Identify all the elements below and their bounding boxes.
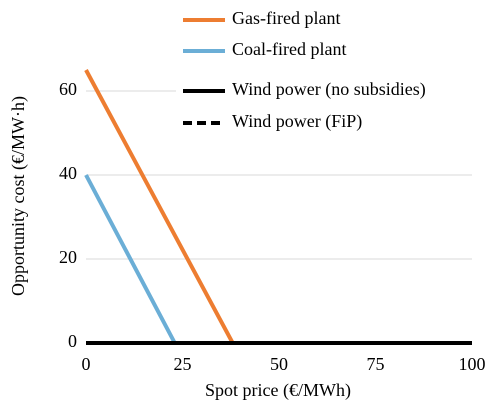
- legend-label: Gas-fired plant: [232, 8, 340, 28]
- legend: Gas-fired plant Coal-fired plant Wind powe…: [176, 4, 488, 140]
- legend-label: Wind power (FiP): [232, 111, 362, 132]
- y-axis-label: Opportunity cost (€/MW·h): [8, 96, 29, 296]
- y-tick-label: 60: [59, 79, 77, 99]
- x-tick-label: 25: [174, 354, 192, 374]
- x-tick-label: 100: [459, 354, 486, 374]
- y-tick-label: 0: [68, 331, 77, 351]
- y-tick-label: 40: [59, 163, 77, 183]
- y-tick-label: 20: [59, 247, 77, 267]
- x-tick-label: 0: [82, 354, 91, 374]
- legend-box: [176, 4, 488, 140]
- x-tick-label: 75: [367, 354, 385, 374]
- x-axis-label: Spot price (€/MWh): [205, 380, 351, 401]
- x-tick-label: 50: [270, 354, 288, 374]
- legend-label: Wind power (no subsidies): [232, 79, 426, 100]
- legend-label: Coal-fired plant: [232, 39, 346, 59]
